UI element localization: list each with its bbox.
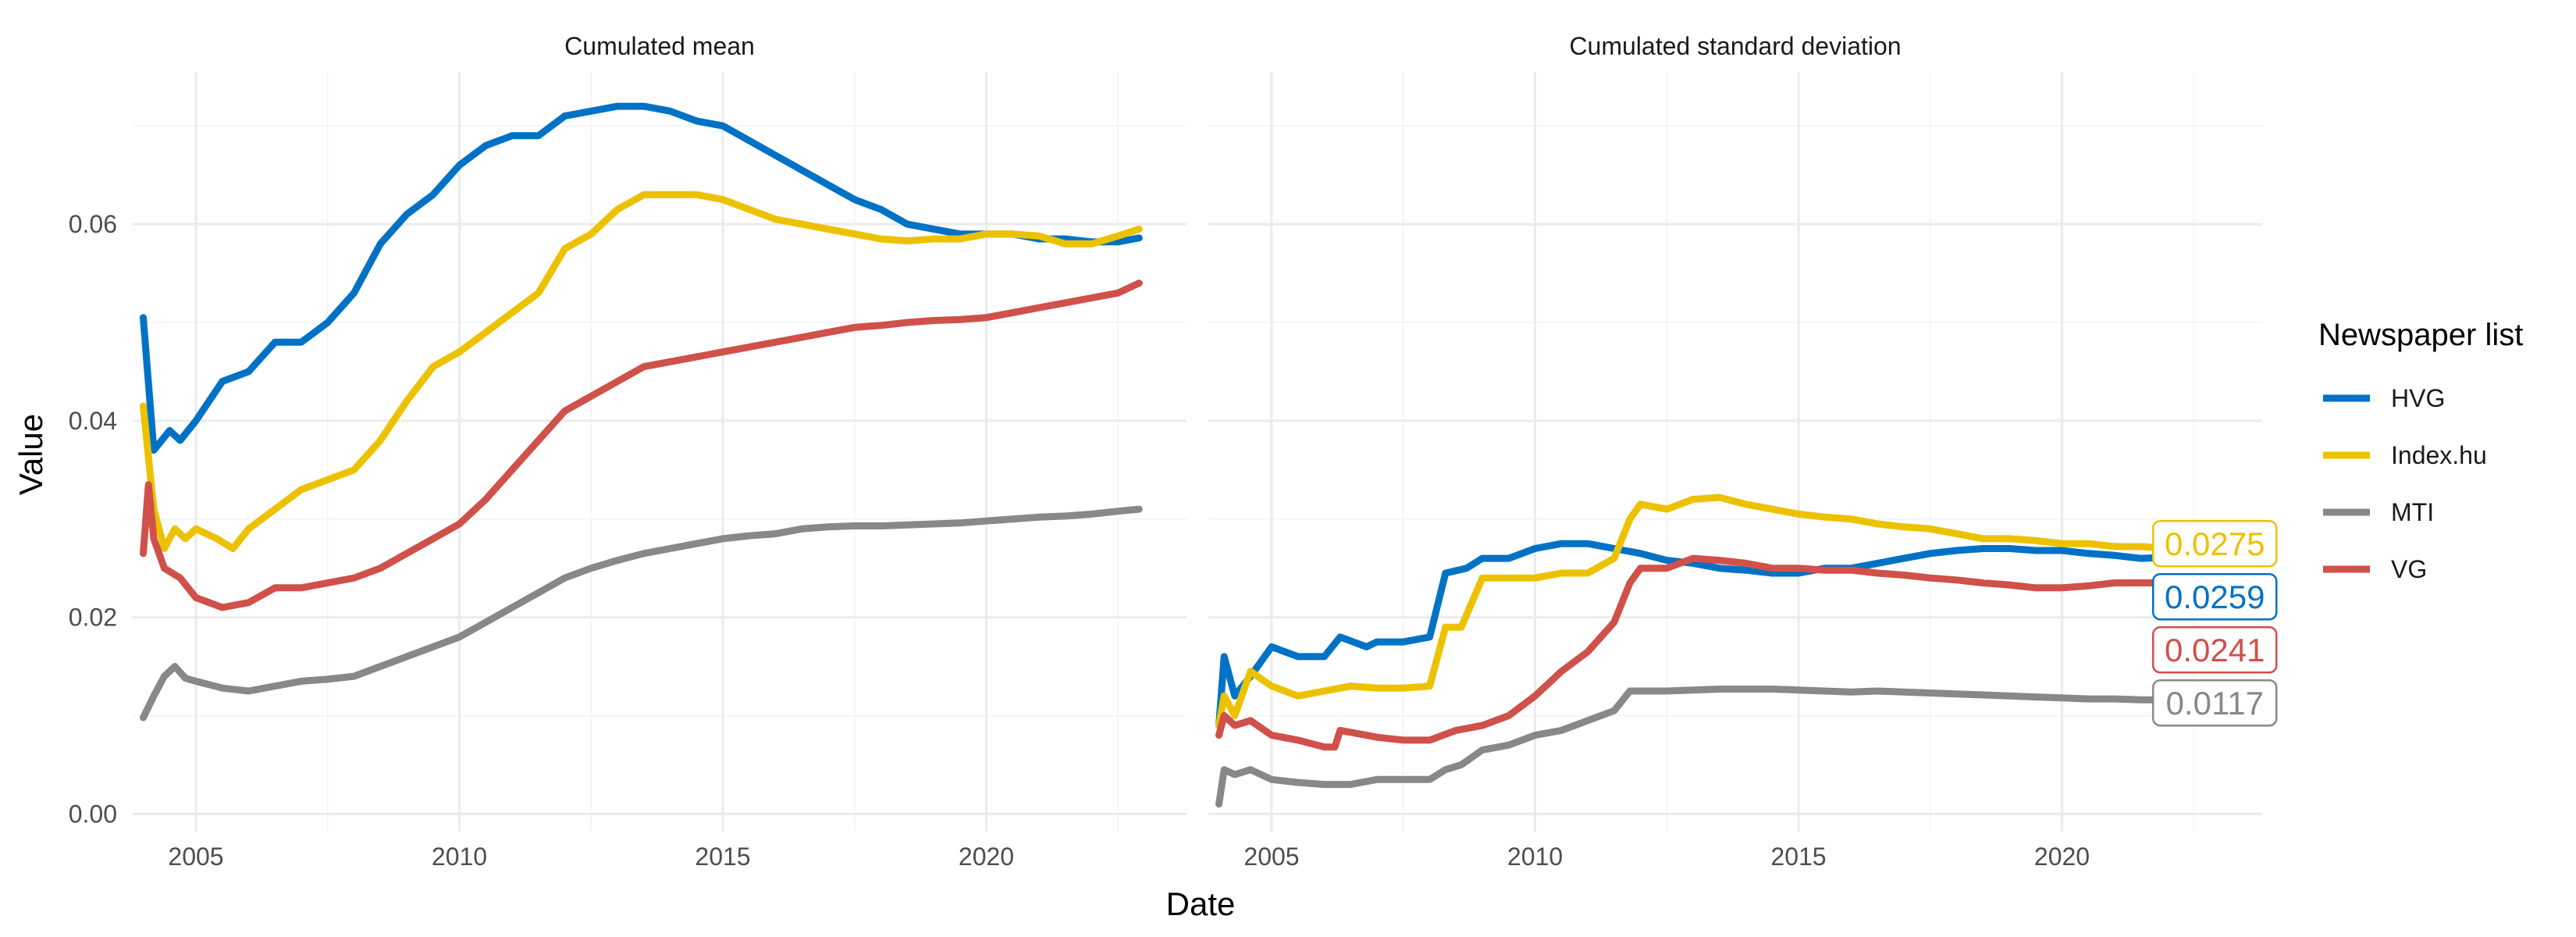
legend-label: Index.hu (2391, 441, 2487, 469)
series-line-mti (1215, 686, 2218, 808)
legend-item-mti: MTI (2323, 498, 2434, 526)
y-axis-title: Value (12, 414, 49, 495)
legend-item-hvg: HVG (2323, 384, 2445, 412)
x-tick-label: 2010 (1507, 843, 1563, 871)
legend-title: Newspaper list (2318, 318, 2523, 352)
y-tick-label: 0.02 (69, 604, 117, 632)
legend-label: HVG (2391, 384, 2445, 412)
legend-item-vg: VG (2323, 555, 2427, 583)
panel-2: Cumulated standard deviation 2005 2010 2015… (1208, 32, 2278, 871)
grid (133, 72, 1187, 832)
end-label-text: 0.0275 (2165, 526, 2265, 562)
x-tick-label: 2020 (2034, 843, 2090, 871)
legend: Newspaper list HVG Index.hu MTI VG (2318, 318, 2523, 583)
panel-title: Cumulated standard deviation (1569, 32, 1901, 60)
x-tick-label: 2005 (1244, 843, 1299, 871)
x-tick-label: 2010 (432, 843, 487, 871)
end-label-mti: 0.0117 (2152, 679, 2278, 727)
end-label-box (2152, 519, 2278, 568)
legend-items: HVG Index.hu MTI VG (2323, 384, 2487, 583)
legend-label: MTI (2391, 498, 2434, 526)
end-label-text: 0.0117 (2166, 685, 2264, 721)
series-line-hvg (140, 102, 1143, 454)
series-line-index-hu (140, 191, 1143, 552)
end-label-index-hu: 0.0275 (2152, 519, 2278, 568)
y-tick-label: 0.00 (69, 800, 117, 828)
series-line-vg (140, 280, 1143, 611)
x-tick-label: 2015 (1770, 843, 1826, 871)
legend-item-index-hu: Index.hu (2323, 441, 2487, 469)
grid (1208, 72, 2262, 832)
series-line-index-hu (1215, 493, 2218, 729)
panel-1: Cumulated mean 2005 2010 2015 2020 0.00 0.02 0.… (69, 32, 1187, 871)
y-tick-label: 0.06 (69, 210, 117, 238)
end-label-box (2152, 572, 2278, 621)
end-label-vg: 0.0241 (2152, 625, 2278, 674)
end-label-hvg: 0.0259 (2152, 572, 2278, 621)
series-line-mti (140, 505, 1143, 721)
end-label-text: 0.0241 (2165, 632, 2265, 668)
chart-panels: Cumulated mean 2005 2010 2015 2020 0.00 0.02 0.… (69, 32, 2278, 871)
end-label-text: 0.0259 (2165, 579, 2265, 615)
x-tick-label: 2005 (168, 843, 223, 871)
x-tick-label: 2015 (695, 843, 750, 871)
panel-title: Cumulated mean (564, 32, 755, 60)
x-tick-label: 2020 (959, 843, 1014, 871)
end-label-box (2152, 679, 2278, 727)
y-tick-label: 0.04 (69, 407, 117, 435)
end-label-box (2152, 625, 2278, 674)
series-line-vg (1215, 554, 2218, 751)
x-axis-title: Date (1166, 885, 1236, 922)
legend-label: VG (2391, 555, 2427, 583)
series-line-hvg (1215, 540, 2218, 729)
